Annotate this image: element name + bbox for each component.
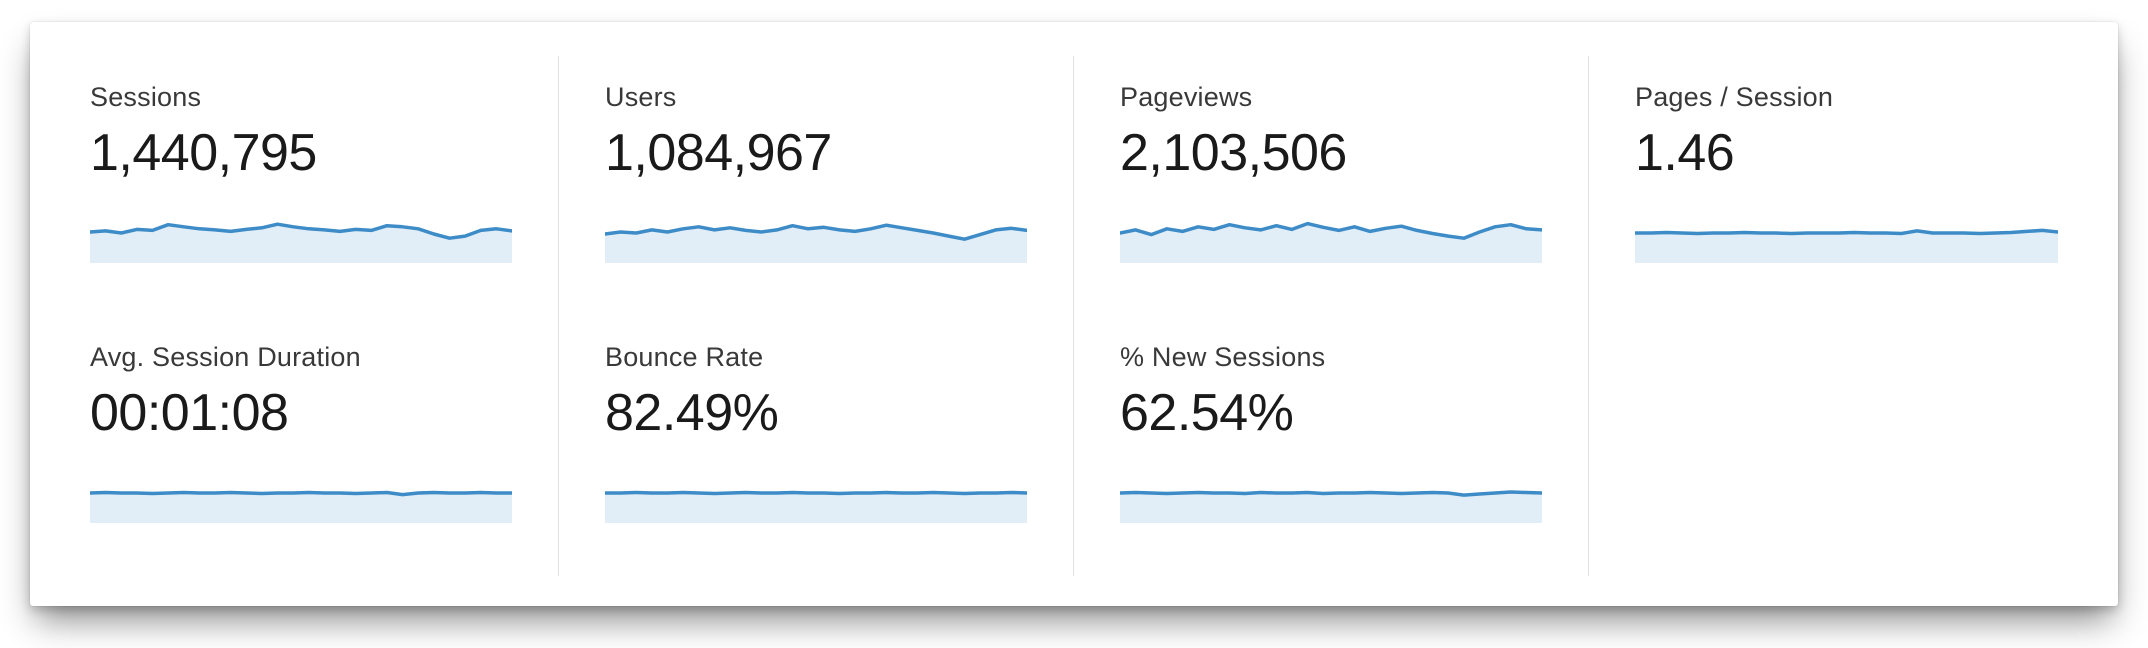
- metric-card-pageviews: Pageviews 2,103,506: [1074, 56, 1589, 316]
- metric-label-new-sessions: % New Sessions: [1120, 342, 1326, 372]
- metric-value-pageviews: 2,103,506: [1120, 124, 1347, 182]
- metric-value-bounce-rate: 82.49%: [605, 384, 779, 442]
- metric-value-users: 1,084,967: [605, 124, 832, 182]
- metric-label-users: Users: [605, 82, 677, 112]
- metric-value-new-sessions: 62.54%: [1120, 384, 1294, 442]
- sessions-sparkline-chart: [90, 203, 512, 265]
- metric-grid: Sessions 1,440,795 Users 1,084,967 Pagev…: [44, 56, 2104, 576]
- metric-value-avg-session-duration: 00:01:08: [90, 384, 289, 442]
- metric-card-bounce-rate: Bounce Rate 82.49%: [559, 316, 1074, 576]
- metric-card-avg-session-duration: Avg. Session Duration 00:01:08: [44, 316, 559, 576]
- pageviews-sparkline-chart: [1120, 203, 1542, 265]
- metric-value-sessions: 1,440,795: [90, 124, 317, 182]
- metric-label-pageviews: Pageviews: [1120, 82, 1253, 112]
- metric-label-sessions: Sessions: [90, 82, 202, 112]
- metric-card-sessions: Sessions 1,440,795: [44, 56, 559, 316]
- metric-label-pages-per-session: Pages / Session: [1635, 82, 1834, 112]
- avg-session-duration-sparkline-chart: [90, 463, 512, 525]
- metrics-summary-panel: Sessions 1,440,795 Users 1,084,967 Pagev…: [30, 22, 2118, 606]
- empty-cell: [1589, 316, 2104, 576]
- metric-value-pages-per-session: 1.46: [1635, 124, 1735, 182]
- metric-label-avg-session-duration: Avg. Session Duration: [90, 342, 361, 372]
- metric-card-users: Users 1,084,967: [559, 56, 1074, 316]
- metric-card-pages-per-session: Pages / Session 1.46: [1589, 56, 2104, 316]
- bounce-rate-sparkline-chart: [605, 463, 1027, 525]
- metric-label-bounce-rate: Bounce Rate: [605, 342, 764, 372]
- new-sessions-sparkline-chart: [1120, 463, 1542, 525]
- users-sparkline-chart: [605, 203, 1027, 265]
- pages-per-session-sparkline-chart: [1635, 203, 2058, 265]
- metric-card-new-sessions: % New Sessions 62.54%: [1074, 316, 1589, 576]
